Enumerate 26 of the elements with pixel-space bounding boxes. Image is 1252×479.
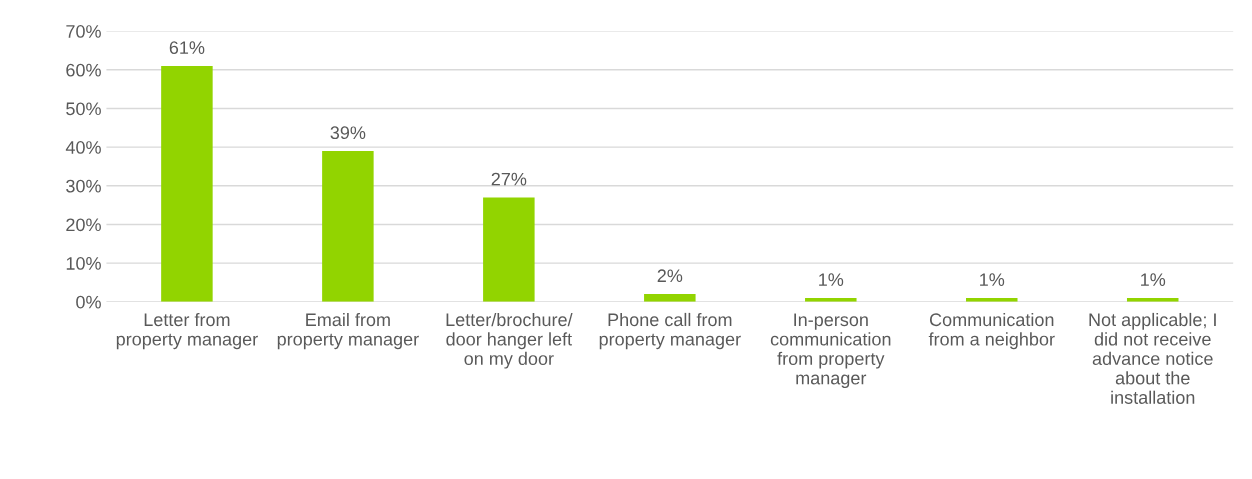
bar	[483, 197, 535, 302]
y-tick-label: 10%	[66, 257, 101, 270]
y-tick-label: 20%	[66, 218, 101, 232]
data-label: 1%	[819, 273, 844, 286]
bar	[161, 65, 213, 302]
bar	[322, 150, 374, 302]
data-label: 1%	[1141, 273, 1166, 286]
y-tick-label: 40%	[65, 141, 101, 154]
y-tick-label: 0%	[76, 295, 101, 309]
y-tick-label: 30%	[66, 179, 101, 193]
x-tick-label: In-person communication from property manager	[770, 313, 891, 389]
data-label: 1%	[980, 273, 1005, 286]
data-label: 39%	[330, 126, 366, 140]
x-tick-label: Communication from a neighbor	[928, 312, 1055, 350]
y-tick-label: 50%	[66, 102, 101, 116]
bar	[644, 294, 696, 302]
data-label: 27%	[491, 172, 527, 186]
x-tick-label: Email from property manager	[277, 312, 419, 350]
y-tick-label: 70%	[66, 25, 101, 38]
x-tick-label: Letter/brochure/ door hanger left on my door	[446, 312, 573, 369]
x-tick-label: Letter from property manager	[116, 312, 258, 350]
data-label: 61%	[169, 41, 205, 55]
data-label: 2%	[657, 269, 683, 283]
y-tick-label: 60%	[66, 63, 101, 77]
x-tick-label: Not applicable; I did not receive advance notice about the installation	[1089, 312, 1216, 404]
x-tick-label: Phone call from property manager	[599, 312, 741, 350]
